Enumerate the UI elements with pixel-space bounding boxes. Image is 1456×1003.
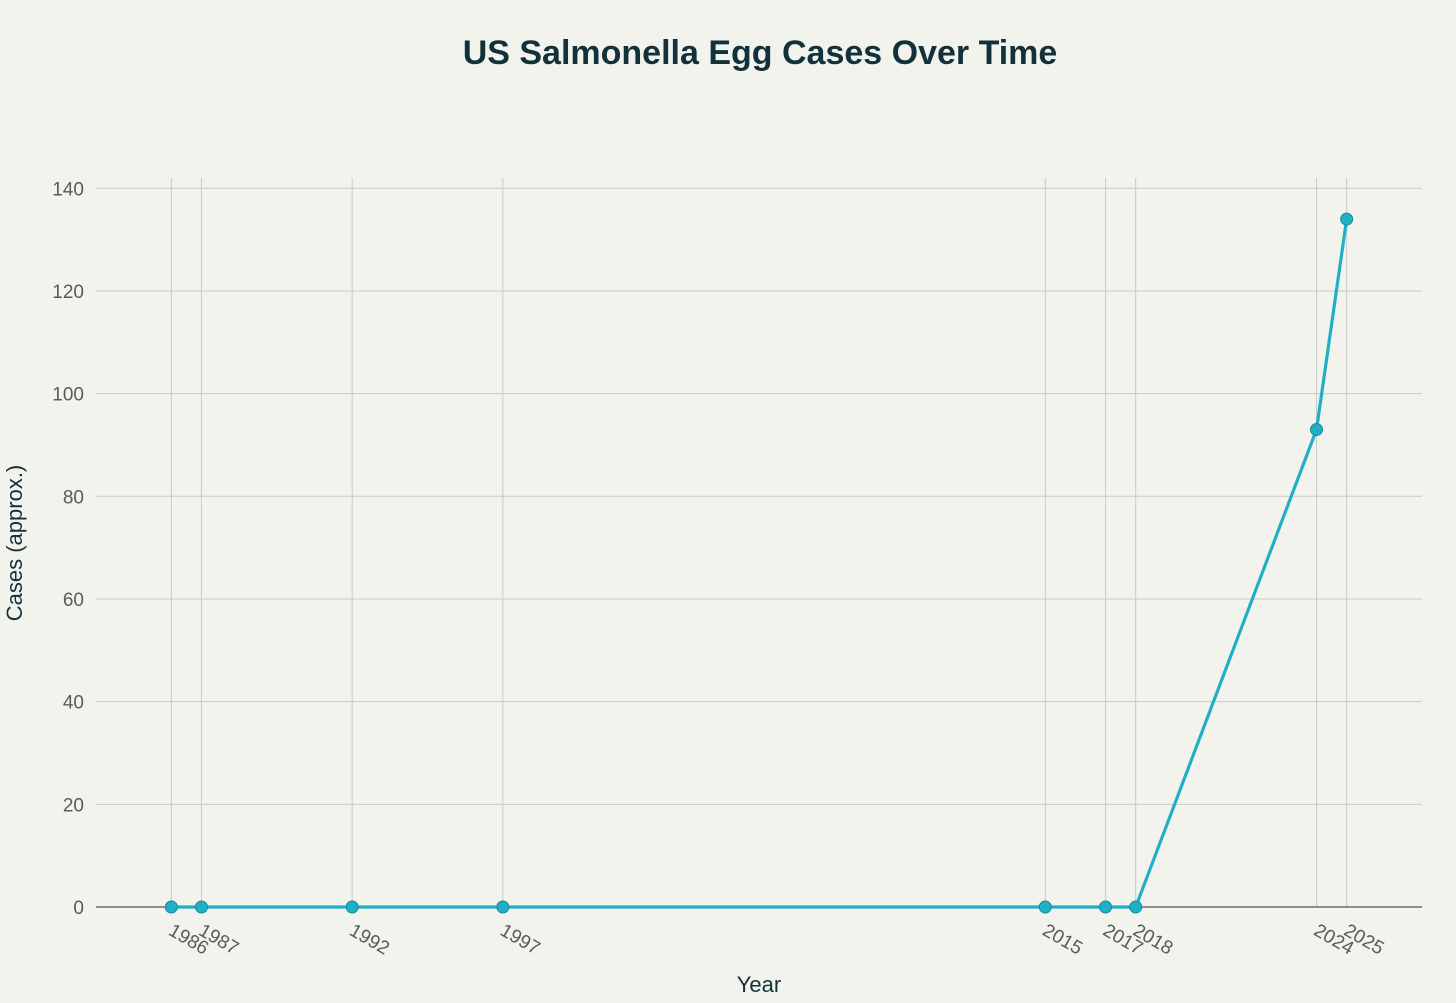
data-point	[1310, 423, 1324, 437]
y-tick-label: 140	[52, 179, 84, 200]
series-line-0	[169, 217, 1349, 909]
y-tick-label: 120	[52, 282, 84, 303]
chart-title: US Salmonella Egg Cases Over Time	[463, 34, 1058, 72]
y-tick-label: 60	[63, 590, 84, 611]
data-point	[1099, 900, 1113, 914]
data-point	[164, 900, 178, 914]
y-axis-title: Cases (approx.)	[2, 465, 27, 622]
y-tick-label: 80	[63, 487, 84, 508]
data-points	[164, 212, 1354, 914]
data-point	[496, 900, 510, 914]
x-axis-title: Year	[737, 972, 781, 997]
data-point	[1129, 900, 1143, 914]
grid	[96, 178, 1422, 907]
y-tick-label: 20	[63, 795, 84, 816]
data-point	[1340, 212, 1354, 226]
x-tick-label: 1992	[346, 920, 393, 959]
y-axis-ticks: 0 20 40 60 80 100 120 140	[52, 179, 84, 919]
x-tick-label: 2015	[1039, 920, 1086, 959]
y-tick-label: 0	[73, 898, 84, 919]
y-tick-label: 100	[52, 385, 84, 406]
data-point	[1038, 900, 1052, 914]
y-tick-label: 40	[63, 693, 84, 714]
x-tick-label: 1997	[496, 920, 543, 959]
series-line	[169, 217, 1349, 909]
data-point	[345, 900, 359, 914]
data-point	[194, 900, 208, 914]
